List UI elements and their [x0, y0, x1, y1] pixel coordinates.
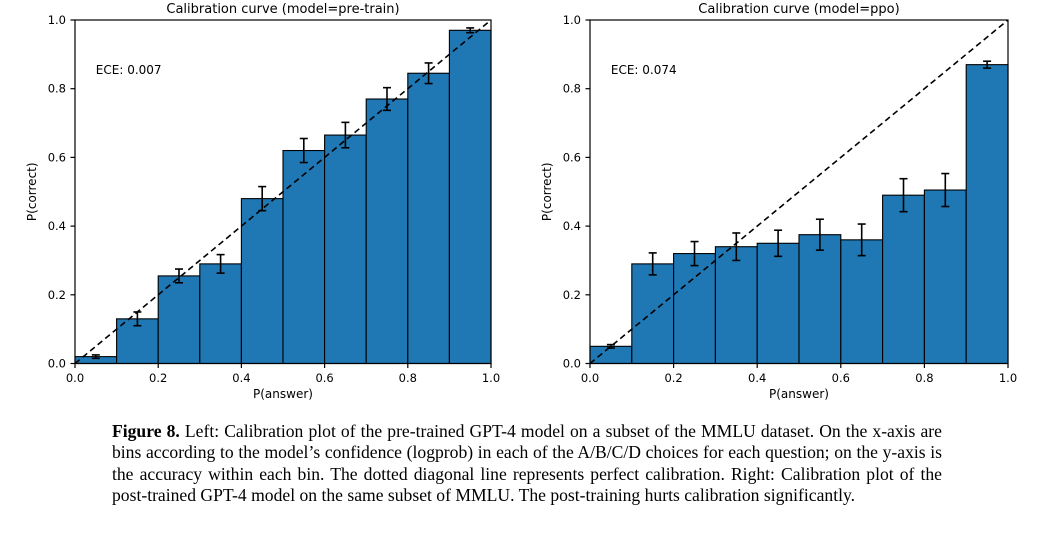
figure-caption-text: Left: Calibration plot of the pre-traine… [112, 421, 942, 506]
bar-bin-6 [324, 134, 367, 365]
y-tick-label: 0.8 [563, 82, 581, 96]
bar-bin-9 [448, 29, 492, 365]
y-tick-label: 0.6 [48, 150, 66, 164]
bar-bin-3 [714, 246, 758, 365]
x-tick-label: 0.4 [232, 371, 250, 385]
y-axis-label: P(correct) [25, 162, 39, 221]
bar-bin-3 [199, 263, 242, 365]
calibration-plot-pretrain: 0.00.0 0.2 0.2 0.4 0.4 0.6 0.6 0.8 0.8 1.0 1.0 Cali… [25, 2, 500, 401]
y-tick-label: 0.0 [48, 357, 66, 371]
figure-caption: Figure 8. Left: Calibration plot of the … [112, 421, 942, 507]
bars-group [589, 64, 1009, 365]
bar-bin-7 [365, 98, 409, 365]
calibration-plot-ppo: 0.00.0 0.2 0.2 0.4 0.4 0.6 0.6 0.8 0.8 1.0 1.0 Cali… [540, 2, 1017, 401]
bar-bin-8 [407, 72, 450, 365]
plot-title: Calibration curve (model=ppo) [698, 2, 899, 17]
error-bars-group [91, 27, 475, 360]
ece-annotation: ECE: 0.007 [96, 63, 162, 77]
bar-bin-0 [589, 345, 633, 365]
y-tick-label: 0.2 [563, 288, 581, 302]
x-tick-label: 0.0 [581, 371, 599, 385]
bar-bin-9 [965, 64, 1009, 365]
x-axis-label: P(answer) [769, 387, 829, 401]
bar-bin-8 [923, 189, 967, 365]
bar-bin-6 [840, 239, 884, 365]
figure-caption-label: Figure 8. [112, 421, 180, 441]
x-tick-label: 0.6 [832, 371, 850, 385]
x-tick-label: 0.4 [748, 371, 766, 385]
bar-bin-1 [631, 263, 675, 365]
bar-bin-4 [240, 198, 284, 365]
x-tick-label: 1.0 [482, 371, 500, 385]
y-tick-label: 1.0 [48, 13, 66, 27]
y-tick-label: 0.6 [563, 150, 581, 164]
calibration-charts-svg: 0.00.00.20.20.40.40.60.60.80.81.01.0Cali… [25, 2, 1017, 401]
y-tick-label: 0.4 [48, 219, 66, 233]
y-tick-label: 1.0 [563, 13, 581, 27]
bar-bin-5 [282, 149, 326, 365]
error-bars-group [606, 60, 992, 349]
perfect-calibration-diagonal [74, 19, 492, 365]
y-tick-label: 0.2 [48, 288, 66, 302]
axes-frame [74, 19, 492, 365]
ticks-group: 0.00.0 0.2 0.2 0.4 0.4 0.6 0.6 0.8 0.8 1.0 1.0 [48, 13, 500, 385]
y-tick-label: 0.0 [563, 357, 581, 371]
plot-title: Calibration curve (model=pre-train) [166, 2, 399, 17]
y-axis-label: P(correct) [540, 162, 554, 221]
x-tick-label: 0.2 [664, 371, 682, 385]
bar-bin-5 [798, 234, 842, 365]
x-axis-label: P(answer) [253, 387, 313, 401]
x-tick-label: 0.8 [399, 371, 417, 385]
y-tick-label: 0.8 [48, 82, 66, 96]
bar-bin-2 [673, 253, 716, 365]
x-tick-label: 0.6 [315, 371, 333, 385]
y-tick-label: 0.4 [563, 219, 581, 233]
ticks-group: 0.00.0 0.2 0.2 0.4 0.4 0.6 0.6 0.8 0.8 1.0 1.0 [563, 13, 1017, 385]
x-tick-label: 0.0 [66, 371, 84, 385]
ece-annotation: ECE: 0.074 [611, 63, 677, 77]
bar-bin-2 [157, 275, 201, 365]
bar-bin-7 [882, 194, 925, 365]
perfect-calibration-diagonal [589, 19, 1009, 365]
x-tick-label: 0.8 [915, 371, 933, 385]
x-tick-label: 0.2 [149, 371, 167, 385]
axes-frame [589, 19, 1009, 365]
x-tick-label: 1.0 [999, 371, 1017, 385]
bar-bin-4 [756, 242, 800, 365]
